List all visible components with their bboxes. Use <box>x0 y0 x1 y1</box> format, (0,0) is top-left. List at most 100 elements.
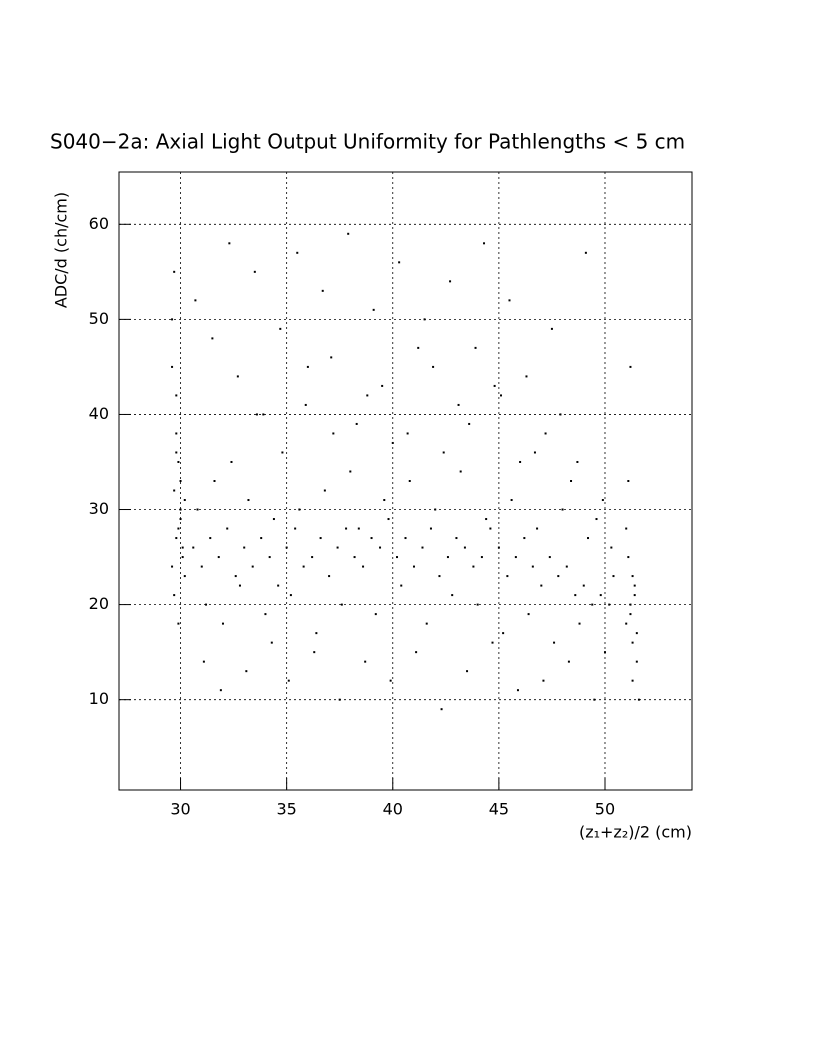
point <box>253 270 256 273</box>
point <box>601 499 604 502</box>
point <box>542 679 545 682</box>
point <box>313 651 316 654</box>
point <box>449 280 452 283</box>
point <box>277 584 280 587</box>
point <box>391 441 394 444</box>
point <box>183 499 186 502</box>
point <box>175 432 178 435</box>
point <box>294 527 297 530</box>
point <box>603 651 606 654</box>
point <box>635 632 638 635</box>
x-tick-label: 45 <box>489 800 509 819</box>
point <box>497 546 500 549</box>
point <box>396 556 399 559</box>
point <box>177 527 180 530</box>
point <box>213 480 216 482</box>
point <box>289 594 292 597</box>
point <box>311 556 314 559</box>
point <box>480 556 483 559</box>
point <box>336 546 339 549</box>
point <box>387 518 390 521</box>
point <box>296 251 299 254</box>
point <box>366 394 369 397</box>
point <box>173 489 176 492</box>
point <box>434 508 437 511</box>
point <box>612 575 615 578</box>
point <box>629 365 632 368</box>
point <box>330 356 333 359</box>
point <box>230 460 233 463</box>
point <box>287 679 290 682</box>
point <box>408 480 411 482</box>
y-axis-label: ADC/d (ch/cm) <box>52 192 71 308</box>
point <box>412 565 415 568</box>
point <box>264 613 267 616</box>
point <box>451 594 454 597</box>
point <box>550 327 553 330</box>
point <box>565 565 568 568</box>
point <box>540 584 543 587</box>
point <box>633 584 636 587</box>
point <box>584 251 587 254</box>
point <box>629 613 632 616</box>
point <box>500 394 502 397</box>
point <box>548 556 551 559</box>
point <box>302 565 305 568</box>
point <box>561 508 564 511</box>
point <box>627 556 630 559</box>
point <box>508 299 511 302</box>
point <box>423 318 426 321</box>
x-tick-label: 40 <box>383 800 403 819</box>
point <box>319 537 322 540</box>
point <box>591 603 594 606</box>
point <box>374 613 377 616</box>
point <box>372 308 375 311</box>
point <box>629 603 632 606</box>
point <box>421 546 424 549</box>
point <box>217 556 220 559</box>
point <box>516 689 519 692</box>
point <box>404 537 407 540</box>
point <box>631 679 634 682</box>
point <box>472 565 475 568</box>
point <box>587 537 590 540</box>
point <box>251 565 254 568</box>
point <box>245 670 248 673</box>
point <box>226 527 229 530</box>
point <box>202 660 205 663</box>
point <box>306 365 309 368</box>
point <box>179 480 182 482</box>
point <box>173 270 176 273</box>
point <box>438 575 441 578</box>
point <box>315 632 318 635</box>
y-tick-label: 50 <box>89 309 109 328</box>
point <box>234 575 237 578</box>
point <box>383 499 386 502</box>
point <box>340 603 343 606</box>
point <box>328 575 331 578</box>
point <box>406 432 409 435</box>
point <box>364 660 367 663</box>
point <box>415 651 418 654</box>
point <box>209 537 212 540</box>
point <box>243 546 246 549</box>
point <box>627 480 630 482</box>
point <box>519 460 522 463</box>
point <box>179 518 182 521</box>
chart-title: S040−2a: Axial Light Output Uniformity f… <box>50 130 685 154</box>
point <box>181 546 184 549</box>
point <box>432 365 435 368</box>
point <box>285 546 288 549</box>
point <box>398 261 401 264</box>
point <box>474 346 477 349</box>
x-tick-label: 30 <box>170 800 190 819</box>
y-tick-label: 20 <box>89 594 109 613</box>
point <box>381 384 384 387</box>
point <box>171 565 174 568</box>
point <box>192 546 195 549</box>
point <box>459 470 462 473</box>
point <box>260 537 263 540</box>
point <box>533 451 536 454</box>
point <box>353 556 356 559</box>
